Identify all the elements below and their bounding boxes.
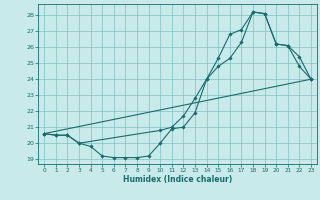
X-axis label: Humidex (Indice chaleur): Humidex (Indice chaleur) — [123, 175, 232, 184]
